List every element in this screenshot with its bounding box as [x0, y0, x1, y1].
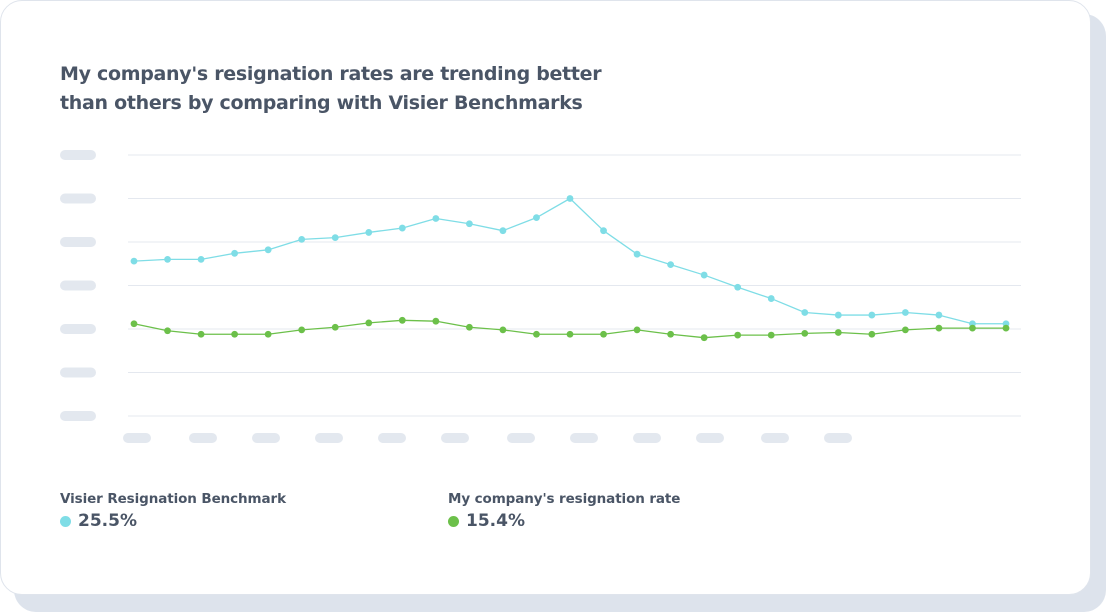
data-point-company	[567, 331, 574, 338]
x-tick-label-placeholder	[123, 433, 151, 443]
series-lines	[134, 199, 1006, 338]
data-point-company	[634, 326, 641, 333]
data-point-benchmark	[466, 220, 473, 227]
legend-value-company: 15.4%	[466, 511, 525, 531]
data-point-benchmark	[131, 258, 138, 265]
data-point-company	[868, 331, 875, 338]
data-point-company	[500, 326, 507, 333]
data-point-benchmark	[701, 272, 708, 279]
legend-dot-benchmark-icon	[60, 516, 71, 527]
x-tick-label-placeholder	[633, 433, 661, 443]
data-point-company	[332, 324, 339, 331]
x-tick-label-placeholder	[824, 433, 852, 443]
data-point-benchmark	[500, 227, 507, 234]
data-point-company	[399, 317, 406, 324]
data-point-company	[701, 334, 708, 341]
y-tick-label-placeholder	[60, 324, 96, 334]
data-point-benchmark	[634, 251, 641, 258]
data-point-company	[432, 318, 439, 325]
data-point-company	[936, 325, 943, 332]
x-tick-label-placeholder	[315, 433, 343, 443]
data-point-company	[533, 331, 540, 338]
data-point-benchmark	[432, 215, 439, 222]
x-tick-label-placeholder	[252, 433, 280, 443]
data-point-company	[902, 326, 909, 333]
legend-value-benchmark: 25.5%	[78, 511, 137, 531]
data-point-benchmark	[868, 312, 875, 319]
x-tick-label-placeholder	[507, 433, 535, 443]
data-point-benchmark	[231, 250, 238, 257]
data-point-benchmark	[399, 225, 406, 232]
x-tick-label-placeholder	[570, 433, 598, 443]
data-point-company	[365, 320, 372, 327]
data-point-company	[969, 325, 976, 332]
data-point-benchmark	[902, 309, 909, 316]
data-point-benchmark	[298, 236, 305, 243]
data-point-company	[164, 327, 171, 334]
y-tick-label-placeholder	[60, 237, 96, 247]
legend-label-company: My company's resignation rate	[448, 491, 680, 507]
data-point-company	[801, 330, 808, 337]
data-point-company	[231, 331, 238, 338]
data-point-benchmark	[801, 309, 808, 316]
y-tick-label-placeholder	[60, 368, 96, 378]
series-line-benchmark	[134, 199, 1006, 324]
data-point-company	[198, 331, 205, 338]
data-point-benchmark	[835, 312, 842, 319]
data-point-benchmark	[365, 229, 372, 236]
series-points	[131, 195, 1010, 341]
y-tick-label-placeholder	[60, 281, 96, 291]
y-tick-label-placeholder	[60, 194, 96, 204]
legend-dot-company-icon	[448, 516, 459, 527]
data-point-benchmark	[265, 246, 272, 253]
data-point-benchmark	[198, 256, 205, 263]
x-tick-label-placeholder	[696, 433, 724, 443]
data-point-benchmark	[567, 195, 574, 202]
legend-item-benchmark: Visier Resignation Benchmark 25.5%	[60, 491, 286, 531]
data-point-benchmark	[936, 312, 943, 319]
data-point-company	[1003, 325, 1010, 332]
x-tick-label-placeholder	[441, 433, 469, 443]
data-point-company	[131, 320, 138, 327]
legend-label-benchmark: Visier Resignation Benchmark	[60, 491, 286, 507]
data-point-benchmark	[600, 227, 607, 234]
y-tick-label-placeholder	[60, 411, 96, 421]
data-point-company	[265, 331, 272, 338]
data-point-benchmark	[164, 256, 171, 263]
data-point-company	[298, 326, 305, 333]
legend-item-company: My company's resignation rate 15.4%	[448, 491, 680, 531]
data-point-benchmark	[533, 214, 540, 221]
data-point-benchmark	[332, 234, 339, 241]
data-point-company	[734, 332, 741, 339]
data-point-company	[667, 331, 674, 338]
y-axis-tick-placeholders	[60, 150, 96, 421]
x-axis-tick-placeholders	[123, 433, 852, 443]
x-tick-label-placeholder	[189, 433, 217, 443]
y-tick-label-placeholder	[60, 150, 96, 160]
data-point-benchmark	[768, 295, 775, 302]
data-point-benchmark	[667, 261, 674, 268]
data-point-company	[466, 324, 473, 331]
gridlines	[128, 155, 1021, 416]
data-point-company	[835, 329, 842, 336]
data-point-company	[600, 331, 607, 338]
data-point-benchmark	[734, 284, 741, 291]
x-tick-label-placeholder	[761, 433, 789, 443]
x-tick-label-placeholder	[378, 433, 406, 443]
data-point-company	[768, 332, 775, 339]
